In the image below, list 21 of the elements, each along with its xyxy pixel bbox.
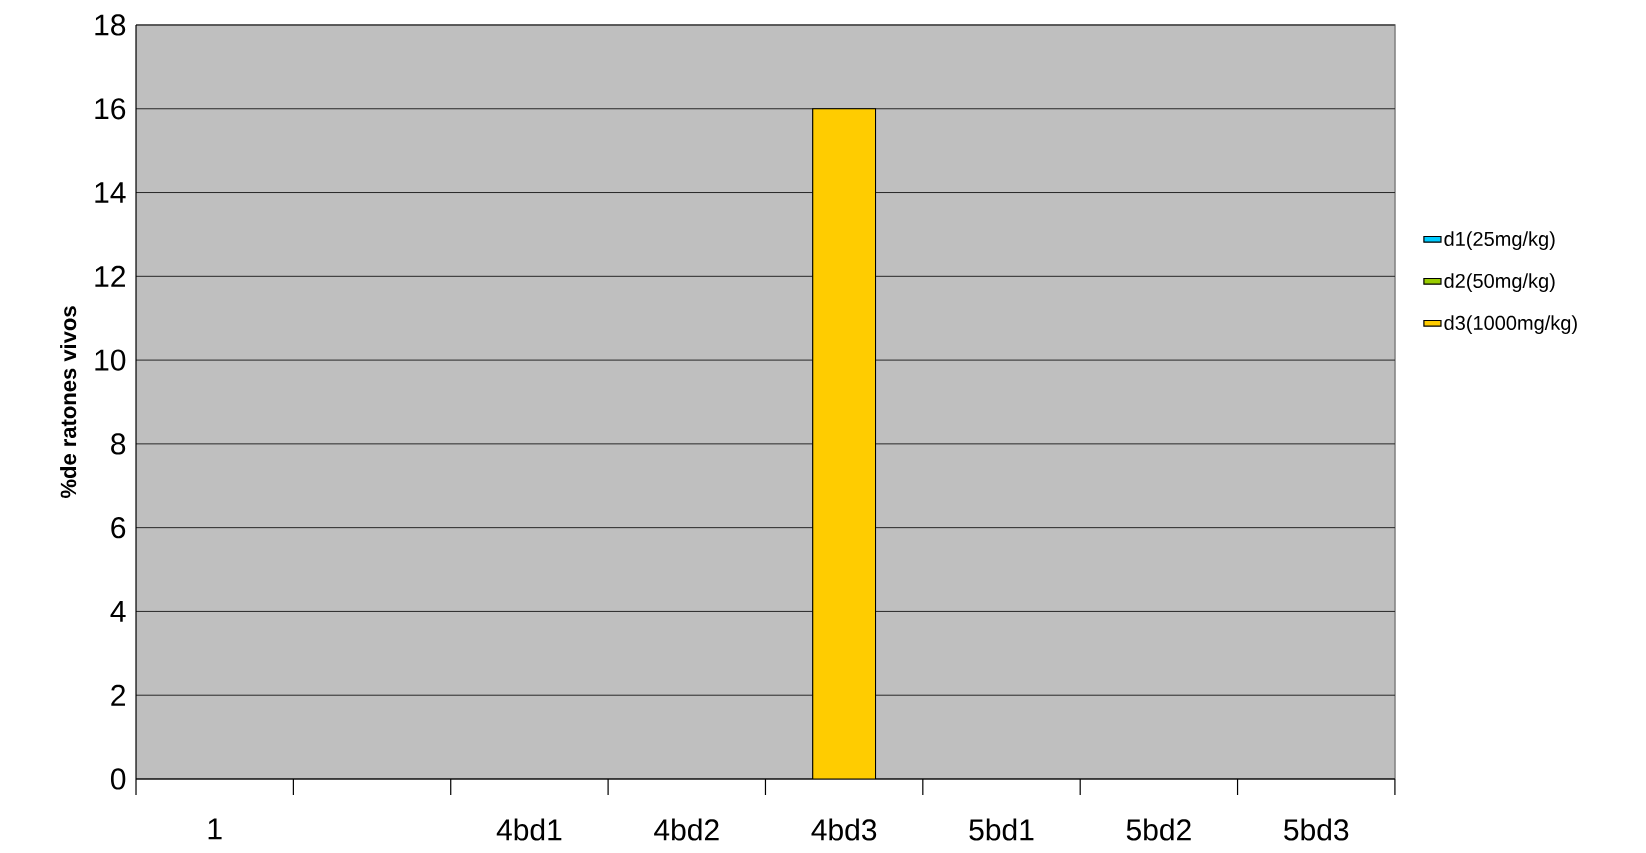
y-tick-label: 10 xyxy=(95,349,126,371)
y-tick-label: 6 xyxy=(111,517,126,539)
y-tick-label: 0 xyxy=(110,768,126,790)
y-tick-label: 4 xyxy=(110,601,126,622)
x-tick-label: 5bd2 xyxy=(1126,818,1191,841)
x-tick-label: 5bd3 xyxy=(1284,818,1349,841)
legend-label: d2(50mg/kg) xyxy=(1444,273,1555,292)
legend-label: d3(1000mg/kg) xyxy=(1444,315,1577,334)
y-tick-label: 8 xyxy=(111,433,126,455)
x-tick-label: 4bd2 xyxy=(654,818,719,841)
y-tick-label: 16 xyxy=(95,98,126,120)
x-tick-label: 4bd1 xyxy=(496,818,562,841)
x-tick-label: 4bd3 xyxy=(811,818,877,841)
y-axis-title: %de ratones vivos xyxy=(60,306,77,499)
y-tick-label: 18 xyxy=(95,14,126,36)
legend-label: d1(25mg/kg) xyxy=(1444,231,1555,251)
x-tick-label: 5bd1 xyxy=(969,818,1034,841)
y-tick-label: 2 xyxy=(111,684,125,706)
y-tick-label: 14 xyxy=(95,182,126,203)
y-tick-label: 12 xyxy=(95,265,125,287)
x-tick-label: 1 xyxy=(208,818,222,840)
